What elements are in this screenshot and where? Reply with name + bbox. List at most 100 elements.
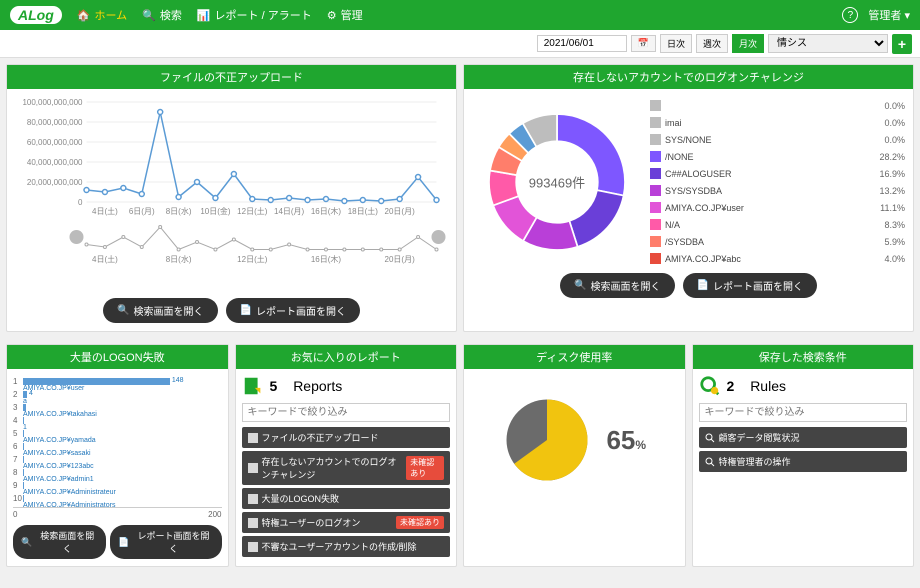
dashboard: ファイルの不正アップロード 100,000,000,000 80,000,000,… bbox=[0, 58, 920, 573]
legend-item: C##ALOGUSER16.9% bbox=[650, 165, 905, 182]
svg-text:20日(月): 20日(月) bbox=[385, 207, 416, 216]
open-search-button[interactable]: 🔍検索画面を開く bbox=[13, 525, 106, 559]
list-item[interactable]: 特権管理者の操作 bbox=[699, 451, 908, 472]
svg-text:8日(水): 8日(水) bbox=[166, 206, 192, 216]
legend-item: SYS/SYSDBA13.2% bbox=[650, 182, 905, 199]
search-icon: 🔍 bbox=[574, 280, 586, 291]
nav: 🏠ホーム 🔍検索 📊レポート / アラート ⚙管理 bbox=[77, 7, 843, 23]
home-icon: 🏠 bbox=[77, 9, 91, 22]
legend-item: /NONE28.2% bbox=[650, 148, 905, 165]
list-item[interactable]: 存在しないアカウントでのログオンチャレンジ未確認あり bbox=[242, 451, 451, 485]
topbar-right: ? 管理者 ▾ bbox=[842, 7, 910, 23]
panel-logon-fail: 大量のLOGON失敗 1148AMIYA.CO.JP¥user24a3AMIYA… bbox=[6, 344, 229, 567]
svg-text:40,000,000,000: 40,000,000,000 bbox=[27, 158, 83, 167]
doc-icon: 📄 bbox=[697, 280, 709, 291]
doc-icon bbox=[248, 518, 258, 528]
svg-text:8日(水): 8日(水) bbox=[166, 254, 192, 264]
svg-text:6日(月): 6日(月) bbox=[129, 207, 155, 216]
range-week[interactable]: 週次 bbox=[696, 34, 728, 53]
nav-admin[interactable]: ⚙管理 bbox=[327, 7, 363, 23]
doc-icon bbox=[248, 463, 258, 473]
svg-text:20日(月): 20日(月) bbox=[385, 255, 416, 264]
legend-item: N/A8.3% bbox=[650, 216, 905, 233]
list-item[interactable]: ファイルの不正アップロード bbox=[242, 427, 451, 448]
legend-item: /SYSDBA5.9% bbox=[650, 233, 905, 250]
disk-percent: 65% bbox=[606, 425, 646, 456]
open-report-button[interactable]: 📄レポート画面を開く bbox=[226, 298, 360, 323]
doc-icon: 📄 bbox=[240, 305, 252, 316]
panel-title: ディスク使用率 bbox=[464, 345, 685, 369]
svg-text:12日(土): 12日(土) bbox=[237, 206, 268, 216]
panel-disk: ディスク使用率 65% bbox=[463, 344, 686, 567]
list-item[interactable]: 顧客データ閲覧状況 bbox=[699, 427, 908, 448]
svg-text:4日(土): 4日(土) bbox=[92, 206, 118, 216]
open-search-button[interactable]: 🔍検索画面を開く bbox=[103, 298, 217, 323]
legend-item: AMIYA.CO.JP¥user11.1% bbox=[650, 199, 905, 216]
hbar-row: 3AMIYA.CO.JP¥takahasi bbox=[13, 401, 222, 414]
doc-icon bbox=[248, 494, 258, 504]
user-menu[interactable]: 管理者 ▾ bbox=[868, 7, 910, 23]
report-icon bbox=[242, 375, 264, 397]
doc-icon bbox=[248, 433, 258, 443]
donut-center: 993469件 bbox=[529, 173, 585, 192]
group-selector[interactable]: 情シス bbox=[768, 34, 888, 53]
doc-icon: 📄 bbox=[118, 537, 129, 548]
panel-title: 大量のLOGON失敗 bbox=[7, 345, 228, 369]
svg-text:10日(金): 10日(金) bbox=[200, 206, 231, 216]
legend-item: AMIYA.CO.JP¥abc4.0% bbox=[650, 250, 905, 267]
rules-count: 2 Rules bbox=[699, 375, 908, 397]
add-button[interactable]: + bbox=[892, 34, 912, 54]
hbar-chart: 1148AMIYA.CO.JP¥user24a3AMIYA.CO.JP¥taka… bbox=[13, 375, 222, 519]
rules-list: 顧客データ閲覧状況特権管理者の操作 bbox=[699, 427, 908, 472]
svg-text:4日(土): 4日(土) bbox=[92, 254, 118, 264]
panel-fav-reports: お気に入りのレポート 5 Reports ファイルの不正アップロード存在しないア… bbox=[235, 344, 458, 567]
panel-saved-search: 保存した検索条件 2 Rules 顧客データ閲覧状況特権管理者の操作 bbox=[692, 344, 915, 567]
list-item[interactable]: 特権ユーザーのログオン未確認あり bbox=[242, 512, 451, 533]
panel-logon-challenge: 存在しないアカウントでのログオンチャレンジ 993469件 0.0%imai0.… bbox=[463, 64, 914, 332]
panel-title: 保存した検索条件 bbox=[693, 345, 914, 369]
toolbar: 📅 日次 週次 月次 情シス + bbox=[0, 30, 920, 58]
svg-text:100,000,000,000: 100,000,000,000 bbox=[22, 98, 83, 107]
disk-pie bbox=[502, 395, 592, 485]
panel-title: ファイルの不正アップロード bbox=[7, 65, 456, 89]
gear-icon: ⚙ bbox=[327, 9, 337, 22]
open-report-button[interactable]: 📄レポート画面を開く bbox=[683, 273, 817, 298]
nav-home[interactable]: 🏠ホーム bbox=[77, 7, 127, 23]
svg-text:18日(土): 18日(土) bbox=[348, 206, 379, 216]
hbar-row: 5AMIYA.CO.JP¥yamada bbox=[13, 427, 222, 440]
panel-title: 存在しないアカウントでのログオンチャレンジ bbox=[464, 65, 913, 89]
date-input[interactable] bbox=[537, 35, 627, 52]
open-report-button[interactable]: 📄レポート画面を開く bbox=[110, 525, 221, 559]
fav-list: ファイルの不正アップロード存在しないアカウントでのログオンチャレンジ未確認あり大… bbox=[242, 427, 451, 557]
open-search-button[interactable]: 🔍検索画面を開く bbox=[560, 273, 674, 298]
svg-text:16日(木): 16日(木) bbox=[311, 206, 342, 216]
report-icon: 📊 bbox=[197, 9, 211, 22]
donut-chart: 993469件 bbox=[472, 97, 642, 267]
search-icon: 🔍 bbox=[21, 537, 32, 548]
filter-input[interactable] bbox=[242, 403, 451, 422]
range-day[interactable]: 日次 bbox=[660, 34, 692, 53]
range-month[interactable]: 月次 bbox=[732, 34, 764, 53]
svg-text:0: 0 bbox=[78, 198, 83, 207]
list-item[interactable]: 不審なユーザーアカウントの作成/削除 bbox=[242, 536, 451, 557]
help-icon[interactable]: ? bbox=[842, 7, 858, 23]
legend-item: imai0.0% bbox=[650, 114, 905, 131]
nav-search[interactable]: 🔍検索 bbox=[142, 7, 182, 23]
svg-text:60,000,000,000: 60,000,000,000 bbox=[27, 138, 83, 147]
search-icon: 🔍 bbox=[117, 305, 129, 316]
legend-item: SYS/NONE0.0% bbox=[650, 131, 905, 148]
report-count: 5 Reports bbox=[242, 375, 451, 397]
panel-title: お気に入りのレポート bbox=[236, 345, 457, 369]
search-icon bbox=[705, 457, 715, 467]
svg-text:14日(月): 14日(月) bbox=[274, 207, 305, 216]
filter-input[interactable] bbox=[699, 403, 908, 422]
svg-text:20,000,000,000: 20,000,000,000 bbox=[27, 178, 83, 187]
hbar-row: 1148AMIYA.CO.JP¥user bbox=[13, 375, 222, 388]
svg-text:80,000,000,000: 80,000,000,000 bbox=[27, 118, 83, 127]
search-icon bbox=[705, 433, 715, 443]
calendar-icon[interactable]: 📅 bbox=[631, 35, 656, 52]
donut-legend: 0.0%imai0.0%SYS/NONE0.0%/NONE28.2%C##ALO… bbox=[650, 97, 905, 267]
nav-report[interactable]: 📊レポート / アラート bbox=[197, 7, 312, 23]
svg-text:16日(木): 16日(木) bbox=[311, 254, 342, 264]
list-item[interactable]: 大量のLOGON失敗 bbox=[242, 488, 451, 509]
